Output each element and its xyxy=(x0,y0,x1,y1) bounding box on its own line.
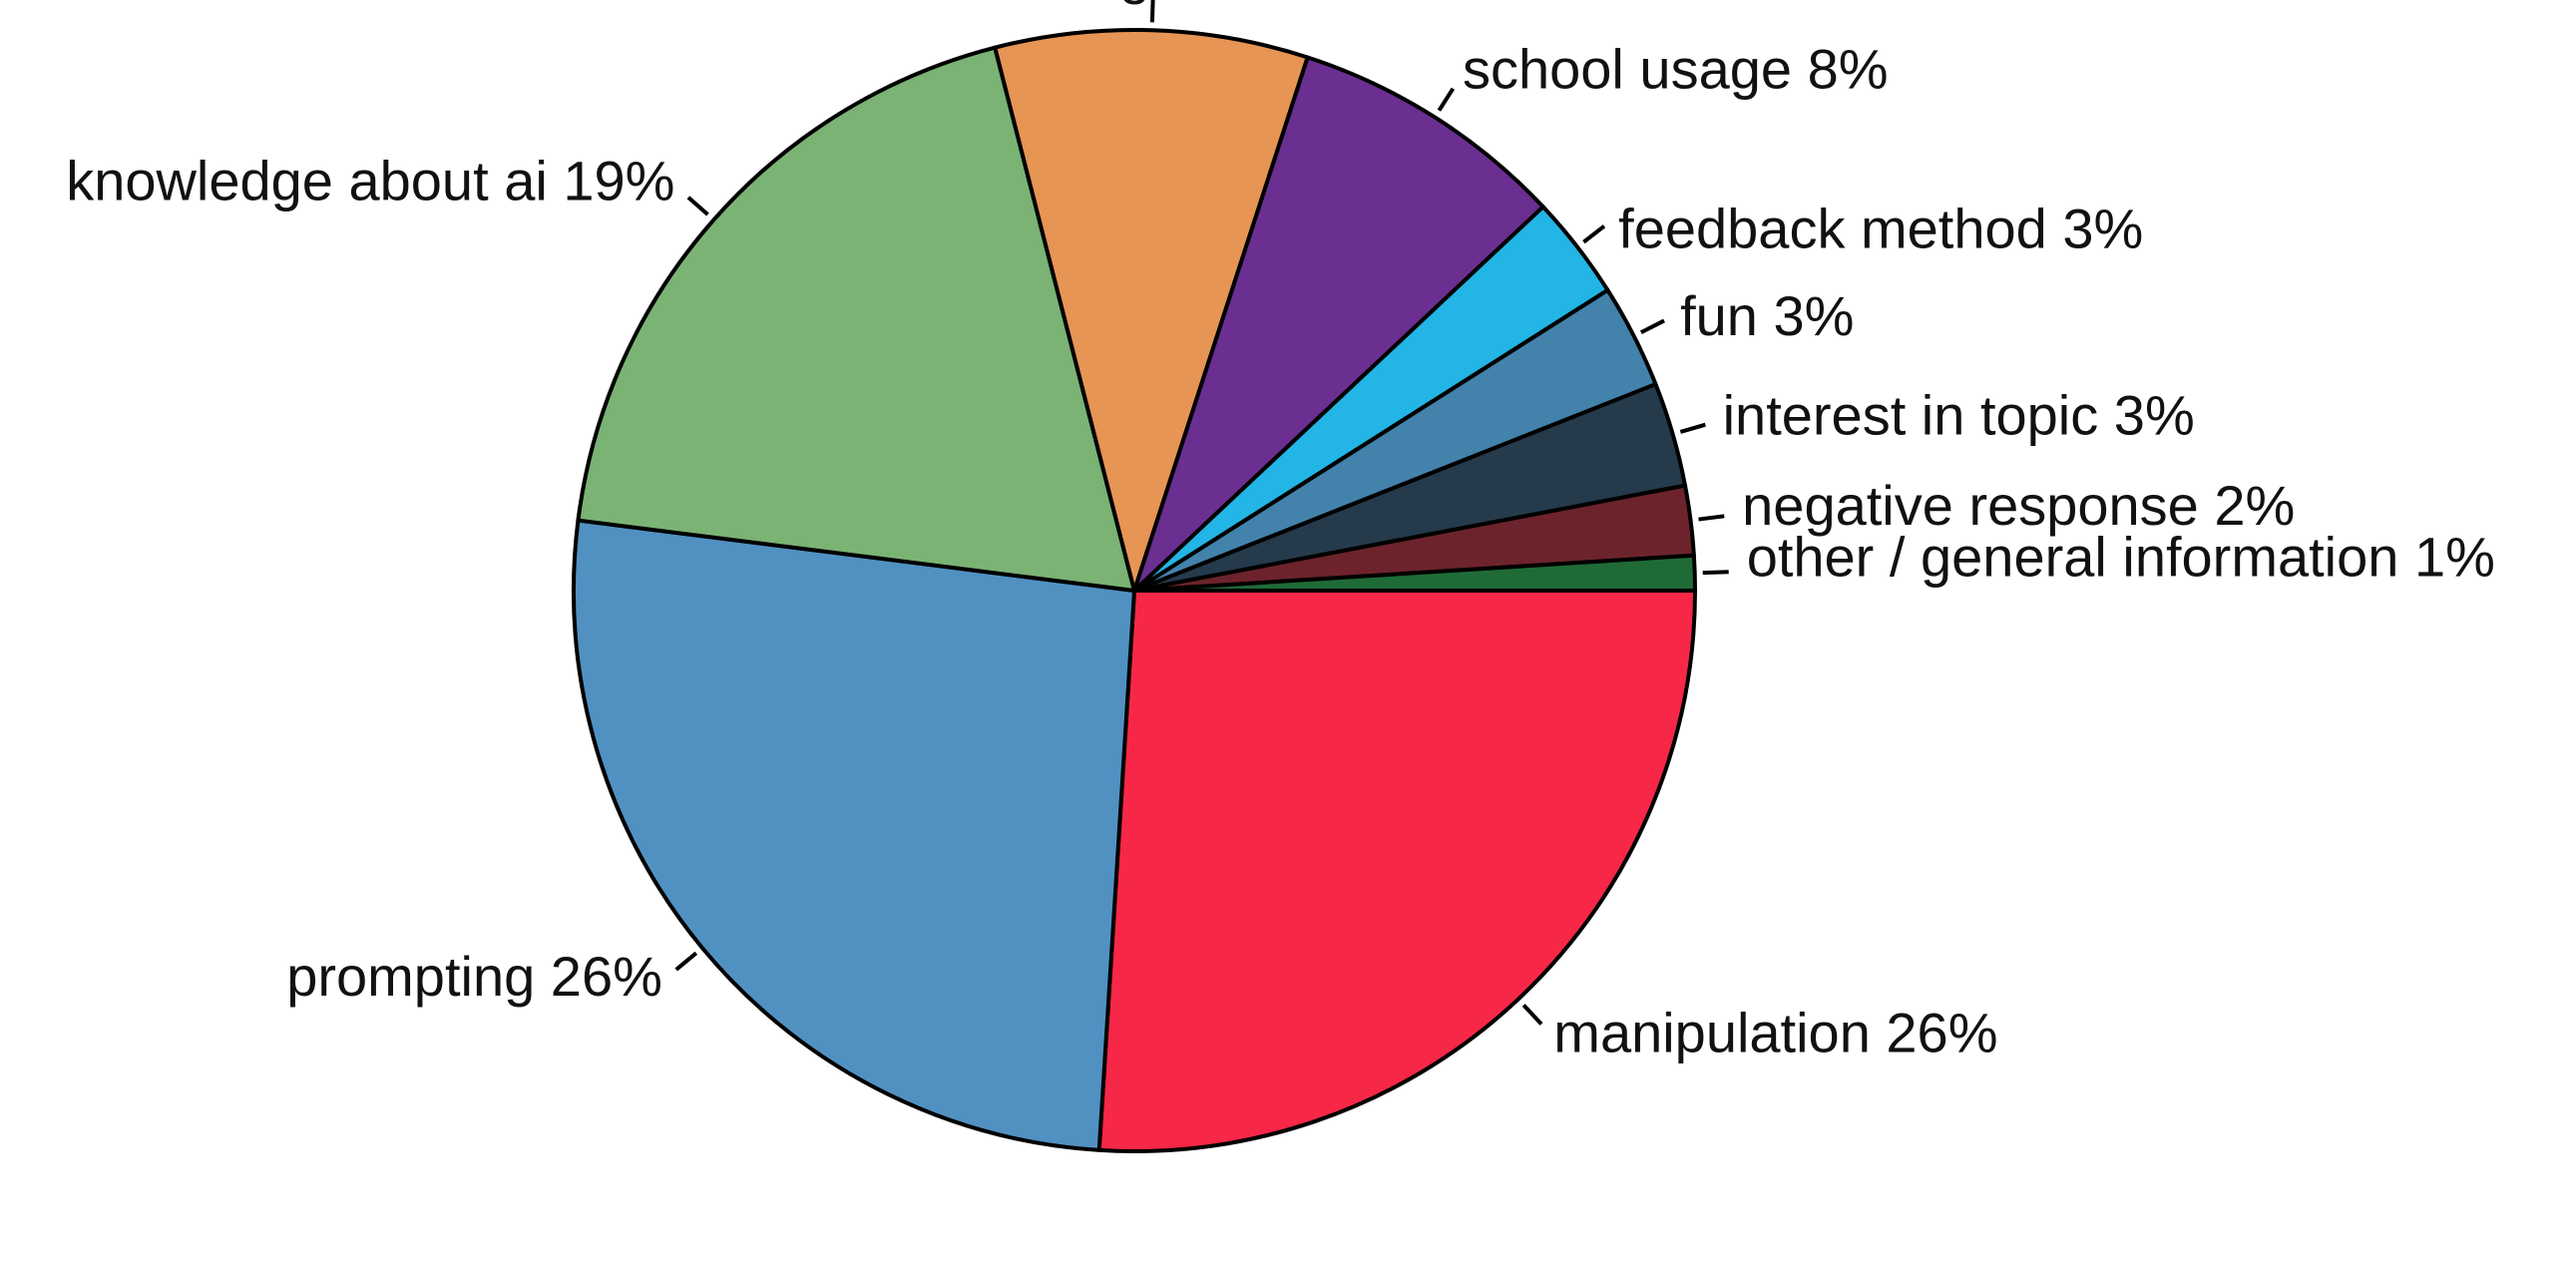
slice-label-interest-in-topic: interest in topic 3% xyxy=(1723,383,2195,446)
pie-slice-usage xyxy=(993,28,1310,593)
slice-labels: manipulation 26% prompting 26% knowledge a… xyxy=(66,0,2495,1063)
slice-label-school-usage: school usage 8% xyxy=(1463,37,1889,100)
slice-label-prompting: prompting 26% xyxy=(286,945,662,1008)
slice-label-negative-response: negative response 2% xyxy=(1742,474,2295,537)
pie-slices xyxy=(572,28,1697,1153)
pie-slice-other-general-information xyxy=(1132,553,1697,593)
leader-line-fun xyxy=(1639,318,1665,335)
leader-line-manipulation xyxy=(1521,1004,1543,1026)
leader-line-prompting xyxy=(674,951,698,972)
slice-label-knowledge-about-ai: knowledge about ai 19% xyxy=(66,150,674,212)
slice-label-other-general-information: other / general information 1% xyxy=(1747,526,2495,589)
leader-line-interest-in-topic xyxy=(1679,422,1706,434)
pie-slice-knowledge-about-ai xyxy=(576,45,1136,593)
leader-line-knowledge-about-ai xyxy=(686,196,709,216)
leader-line-negative-response xyxy=(1698,514,1725,522)
slice-label-fun: fun 3% xyxy=(1680,284,1854,347)
leader-line-usage xyxy=(1149,0,1155,23)
leader-line-other-general-information xyxy=(1702,570,1729,576)
label-leader-lines xyxy=(674,0,1729,1026)
pie-slice-school-usage xyxy=(1132,55,1545,593)
leader-line-school-usage xyxy=(1437,87,1456,112)
pie-slice-manipulation xyxy=(1096,589,1697,1153)
leader-line-feedback-method xyxy=(1582,224,1606,244)
pie-slice-prompting xyxy=(572,518,1136,1152)
slice-label-usage: usage 9% xyxy=(1030,0,1278,5)
slice-label-feedback-method: feedback method 3% xyxy=(1618,197,2143,259)
slice-label-manipulation: manipulation 26% xyxy=(1553,1001,1997,1063)
